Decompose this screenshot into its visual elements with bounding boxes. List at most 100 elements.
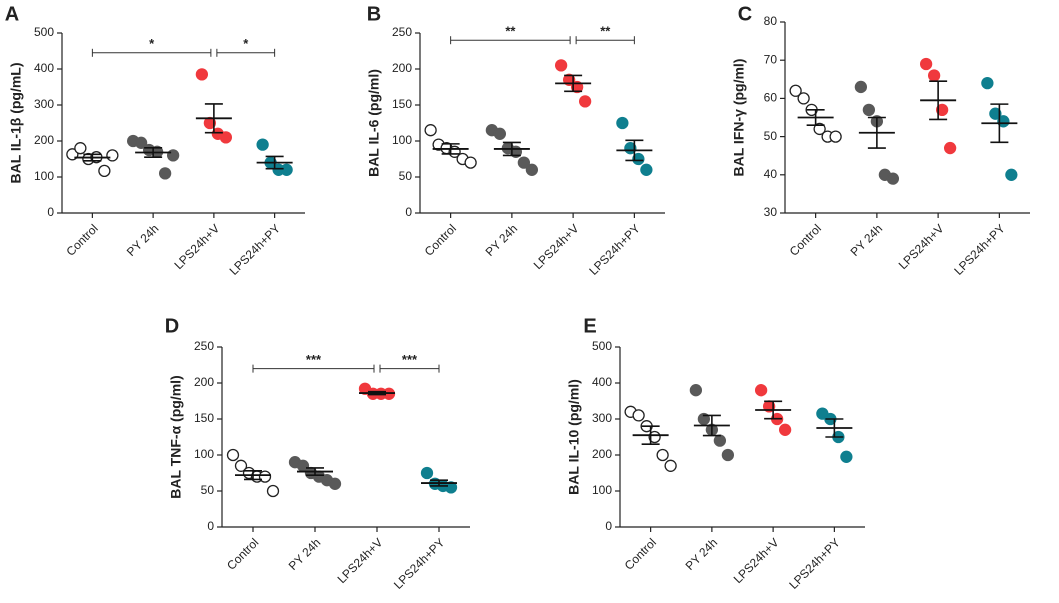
data-point — [721, 448, 735, 462]
data-point — [134, 136, 148, 149]
significance-label: * — [149, 36, 155, 51]
y-tick-label: 200 — [392, 61, 412, 75]
y-tick-label: 100 — [34, 169, 54, 183]
data-point — [258, 470, 272, 483]
x-tick-label: LPS24h+V — [172, 221, 223, 272]
data-point — [420, 466, 434, 480]
y-tick-label: 500 — [592, 339, 612, 353]
y-tick-label: 500 — [34, 25, 54, 39]
y-tick-label: 400 — [34, 61, 54, 75]
y-tick-label: 100 — [592, 483, 612, 497]
x-tick-label: PY 24h — [286, 535, 324, 573]
y-tick-label: 150 — [194, 411, 214, 425]
panel-letter: C — [738, 3, 752, 25]
data-point — [517, 156, 531, 169]
data-point — [840, 450, 853, 463]
data-point — [444, 481, 458, 494]
data-point — [664, 459, 677, 472]
data-point — [989, 107, 1002, 120]
data-point — [328, 477, 342, 490]
y-tick-label: 80 — [764, 14, 778, 28]
data-point — [219, 131, 233, 144]
data-point — [158, 167, 172, 180]
data-point — [493, 127, 507, 140]
y-tick-label: 200 — [194, 375, 214, 389]
x-tick-label: PY 24h — [483, 221, 521, 259]
data-point — [266, 484, 280, 498]
significance-label: ** — [600, 24, 611, 39]
x-tick-label: Control — [787, 221, 824, 258]
data-point — [632, 409, 645, 422]
data-point — [648, 430, 661, 444]
data-point — [166, 149, 180, 162]
x-tick-label: LPS24h+PY — [951, 221, 1007, 277]
y-tick-label: 150 — [392, 97, 412, 111]
x-tick-label: LPS24h+V — [731, 535, 782, 586]
data-point — [697, 412, 711, 426]
data-point — [927, 69, 941, 82]
data-point — [656, 448, 669, 462]
panel-letter: D — [165, 315, 179, 337]
y-tick-label: 70 — [764, 52, 778, 66]
y-axis-label: BAL IFN-γ (pg/ml) — [731, 59, 747, 177]
data-point — [98, 164, 111, 178]
x-tick-label: LPS24h+PY — [586, 221, 642, 277]
data-point — [234, 459, 248, 472]
data-point — [886, 172, 900, 185]
panel-letter: B — [367, 3, 381, 25]
data-point — [813, 122, 826, 136]
panel-letter: A — [5, 3, 19, 25]
y-tick-label: 50 — [764, 129, 778, 143]
y-tick-label: 250 — [392, 25, 412, 39]
y-tick-label: 250 — [194, 339, 214, 353]
x-tick-label: Control — [224, 535, 261, 572]
data-point — [578, 95, 592, 108]
y-tick-label: 30 — [764, 205, 778, 219]
panel-letter: E — [583, 315, 596, 337]
data-point — [981, 76, 994, 90]
data-point — [632, 152, 645, 166]
data-point — [829, 130, 842, 143]
y-tick-label: 50 — [201, 483, 215, 497]
x-tick-label: LPS24h+V — [896, 221, 947, 272]
y-tick-label: 40 — [764, 167, 778, 181]
data-point — [854, 80, 868, 94]
x-tick-label: LPS24h+PY — [391, 535, 447, 591]
y-tick-label: 100 — [392, 133, 412, 147]
data-point — [862, 103, 876, 117]
x-tick-label: LPS24h+PY — [227, 221, 283, 277]
data-point — [616, 116, 629, 130]
significance-label: *** — [402, 352, 418, 367]
y-tick-label: 200 — [592, 447, 612, 461]
x-tick-label: PY 24h — [683, 535, 721, 573]
y-tick-label: 400 — [592, 375, 612, 389]
data-point — [74, 142, 87, 155]
data-point — [935, 103, 949, 117]
x-tick-label: LPS24h+PY — [786, 535, 842, 591]
data-point — [1005, 168, 1018, 181]
data-point — [525, 163, 539, 176]
data-point — [195, 68, 209, 81]
y-tick-label: 60 — [764, 91, 778, 105]
data-point — [424, 124, 437, 137]
y-tick-label: 100 — [194, 447, 214, 461]
x-tick-label: Control — [422, 221, 459, 258]
data-point — [464, 156, 477, 169]
y-axis-label: BAL IL-10 (pg/ml) — [566, 379, 582, 495]
data-point — [226, 448, 240, 462]
data-point — [943, 141, 957, 155]
y-tick-label: 200 — [34, 133, 54, 147]
data-point — [256, 138, 269, 151]
x-tick-label: LPS24h+V — [335, 535, 386, 586]
data-point — [640, 163, 653, 176]
data-point — [280, 163, 293, 176]
data-point — [789, 84, 802, 97]
data-point — [554, 59, 568, 72]
x-tick-label: Control — [622, 535, 659, 572]
data-point — [106, 149, 119, 162]
significance-label: *** — [306, 352, 322, 367]
y-tick-label: 0 — [207, 519, 214, 533]
y-axis-label: BAL TNF-α (pg/ml) — [168, 375, 184, 498]
y-tick-label: 300 — [592, 411, 612, 425]
